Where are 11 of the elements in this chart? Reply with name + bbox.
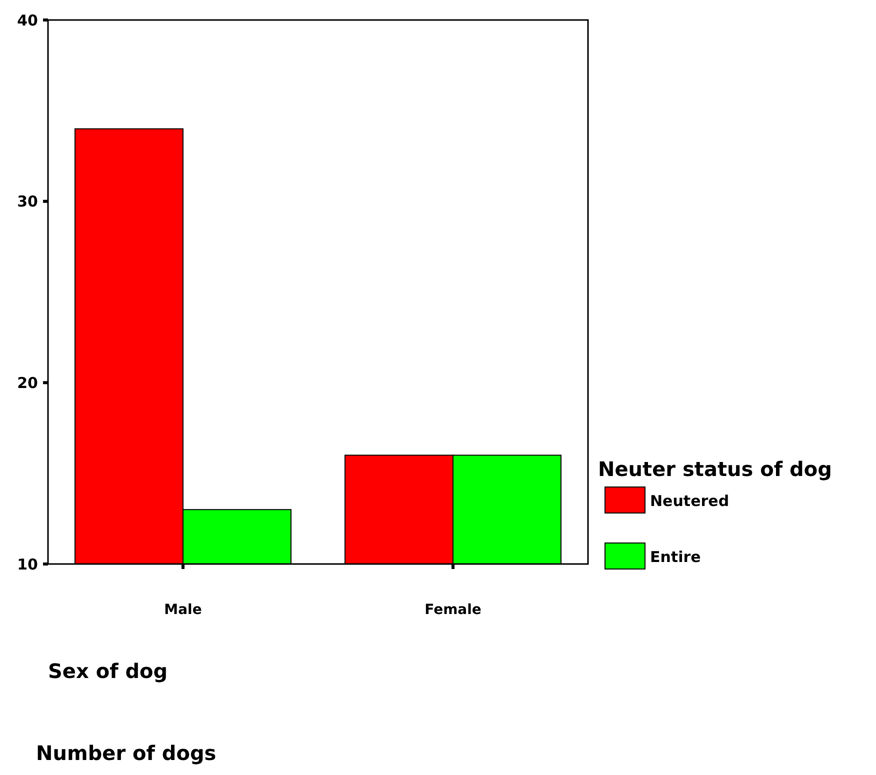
y-tick-label: 40 — [17, 11, 38, 30]
x-tick-label: Male — [164, 602, 202, 618]
legend-label: Neutered — [650, 492, 730, 510]
legend-label: Entire — [650, 548, 701, 566]
y-tick-label: 30 — [17, 192, 38, 211]
x-tick-label: Female — [424, 602, 482, 618]
y-tick-label: 10 — [17, 555, 38, 574]
text: Number of dogs — [36, 741, 216, 765]
x-axis-title: Sex of dog — [48, 659, 168, 683]
legend-title: Neuter status of dog — [598, 457, 832, 481]
y-tick-label: 20 — [17, 374, 38, 392]
